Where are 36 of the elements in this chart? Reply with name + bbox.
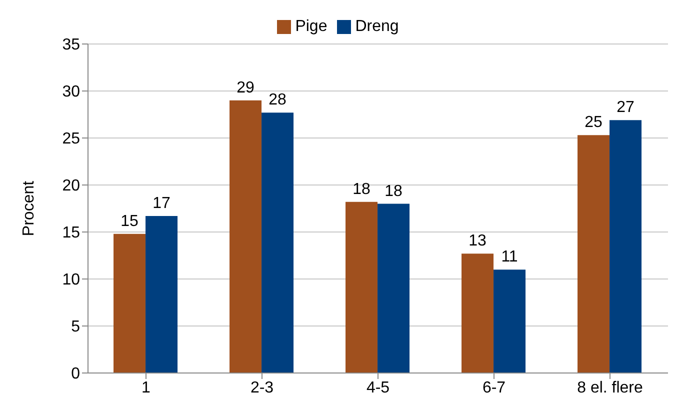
bar (578, 135, 610, 373)
bar (146, 216, 178, 373)
y-tick-label: 10 (62, 272, 80, 289)
x-tick-label: 8 el. flere (577, 379, 644, 396)
bar (230, 100, 262, 373)
y-tick-label: 20 (62, 178, 80, 195)
y-tick-label: 35 (62, 36, 80, 54)
bar (494, 270, 526, 373)
data-label: 11 (501, 248, 518, 266)
y-tick-label: 25 (62, 130, 80, 148)
bar (114, 234, 146, 373)
data-label: 15 (120, 212, 139, 230)
legend-label: Pige (295, 18, 328, 35)
x-tick-label: 6-7 (482, 379, 506, 396)
data-label: 13 (468, 232, 487, 250)
data-label: 28 (268, 92, 287, 109)
data-label: 18 (352, 180, 371, 198)
x-tick-label: 4-5 (366, 379, 390, 396)
y-tick-label: 30 (62, 84, 80, 101)
data-label: 17 (152, 195, 171, 212)
bar (610, 120, 642, 373)
bar (462, 254, 494, 373)
y-tick-label: 15 (62, 224, 80, 242)
data-label: 18 (384, 182, 403, 200)
x-tick-label: 2-3 (250, 379, 274, 396)
y-tick-label: 5 (71, 318, 80, 336)
data-label: 27 (616, 99, 635, 116)
y-axis-title: Procent (20, 180, 38, 236)
bar (378, 204, 410, 373)
y-tick-label: 0 (71, 366, 80, 383)
data-label: 25 (584, 114, 603, 132)
x-tick-label: 1 (142, 379, 151, 396)
legend-label: Dreng (355, 18, 399, 35)
bar (262, 112, 294, 373)
data-label: 29 (236, 79, 255, 96)
bar (346, 202, 378, 373)
